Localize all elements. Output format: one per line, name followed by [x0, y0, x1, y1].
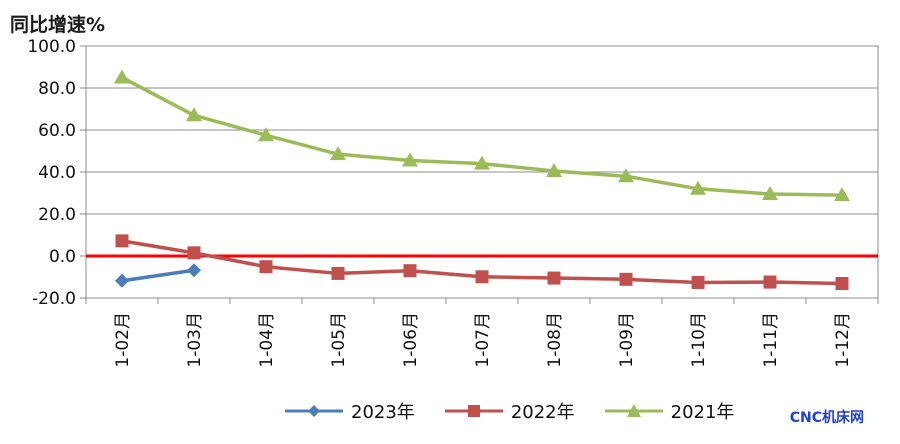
y-tick-label: 0.0	[49, 247, 76, 267]
data-point-2022年	[547, 271, 561, 285]
x-tick-label: 1-07月	[473, 312, 493, 368]
y-axis-title: 同比增速%	[10, 14, 106, 36]
data-point-2022年	[115, 234, 129, 248]
data-point-2022年	[835, 277, 849, 291]
data-point-2021年	[690, 180, 706, 195]
data-point-2022年	[763, 275, 777, 289]
data-point-2022年	[619, 272, 633, 286]
y-tick-label: 60.0	[38, 121, 76, 141]
x-tick-label: 1-02月	[113, 312, 133, 368]
data-point-2021年	[762, 186, 778, 201]
data-point-2021年	[618, 168, 634, 183]
data-point-2021年	[258, 127, 274, 142]
watermark-text: CNC机床网	[789, 410, 864, 426]
legend-swatch-2021	[604, 404, 663, 417]
legend-swatch-2022	[444, 405, 503, 417]
data-point-2022年	[259, 260, 273, 274]
x-tick-label: 1-12月	[833, 312, 853, 368]
series-line-2023年	[121, 268, 195, 283]
legend-item-2022: 2022年	[443, 398, 575, 424]
data-point-2022年	[187, 246, 201, 260]
legend-item-2023: 2023年	[283, 398, 415, 424]
y-tick-label: 40.0	[38, 163, 76, 183]
x-tick-label: 1-10月	[689, 312, 709, 368]
data-point-2021年	[402, 152, 418, 167]
y-tick-label: -20.0	[32, 289, 76, 309]
x-tick-label: 1-05月	[329, 312, 349, 368]
legend-swatch-2023	[285, 405, 343, 417]
legend-label-2023: 2023年	[351, 402, 415, 423]
data-point-2022年	[331, 266, 345, 280]
data-point-2021年	[186, 107, 202, 122]
legend-item-2021: 2021年	[603, 398, 735, 424]
x-tick-label: 1-04月	[257, 312, 277, 368]
x-tick-label: 1-09月	[617, 312, 637, 368]
y-tick-label: 100.0	[27, 37, 76, 57]
data-point-2022年	[403, 264, 417, 278]
legend: 2023年 2022年 2021年	[283, 398, 734, 424]
y-tick-label: 80.0	[38, 79, 76, 99]
data-point-2022年	[475, 270, 489, 284]
data-point-2021年	[330, 146, 346, 161]
data-point-2021年	[474, 155, 490, 170]
series-line-2021年	[121, 75, 843, 197]
data-point-2021年	[114, 69, 130, 84]
data-point-2021年	[546, 162, 562, 177]
y-tick-label: 20.0	[38, 205, 76, 225]
x-tick-label: 1-11月	[761, 312, 781, 368]
data-point-2021年	[834, 187, 850, 202]
legend-label-2022: 2022年	[510, 402, 575, 423]
data-point-2023年	[187, 263, 201, 278]
x-tick-label: 1-08月	[545, 312, 565, 368]
x-tick-label: 1-06月	[401, 312, 421, 368]
data-point-2022年	[691, 275, 705, 289]
data-point-2023年	[115, 273, 129, 288]
legend-label-2021: 2021年	[670, 402, 735, 423]
x-tick-label: 1-03月	[185, 312, 205, 368]
